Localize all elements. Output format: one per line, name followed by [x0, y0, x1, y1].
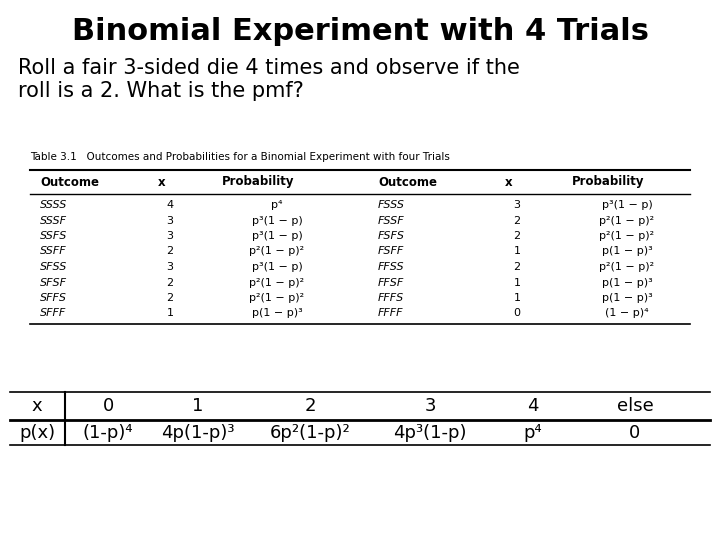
- Text: SSFF: SSFF: [40, 246, 67, 256]
- Text: 2: 2: [166, 246, 174, 256]
- Text: 0: 0: [102, 397, 114, 415]
- Text: FFFS: FFFS: [378, 293, 404, 303]
- Text: p²(1 − p)²: p²(1 − p)²: [249, 293, 305, 303]
- Text: SFSS: SFSS: [40, 262, 68, 272]
- Text: FSFF: FSFF: [378, 246, 404, 256]
- Text: 2: 2: [513, 215, 521, 226]
- Text: roll is a 2. What is the pmf?: roll is a 2. What is the pmf?: [18, 81, 304, 101]
- Text: 0: 0: [629, 423, 641, 442]
- Text: Probability: Probability: [222, 176, 294, 188]
- Text: p(1 − p)³: p(1 − p)³: [602, 293, 652, 303]
- Text: x: x: [505, 176, 513, 188]
- Text: (1-p)⁴: (1-p)⁴: [83, 423, 133, 442]
- Text: 2: 2: [513, 262, 521, 272]
- Text: 4: 4: [527, 397, 539, 415]
- Text: p⁴: p⁴: [271, 200, 283, 210]
- Text: p⁴: p⁴: [523, 423, 542, 442]
- Text: SFSF: SFSF: [40, 278, 67, 287]
- Text: p(1 − p)³: p(1 − p)³: [602, 246, 652, 256]
- Text: 1: 1: [513, 278, 521, 287]
- Text: SSFS: SSFS: [40, 231, 68, 241]
- Text: 1: 1: [513, 246, 521, 256]
- Text: 6p²(1-p)²: 6p²(1-p)²: [269, 423, 351, 442]
- Text: FSSF: FSSF: [378, 215, 405, 226]
- Text: 2: 2: [513, 231, 521, 241]
- Text: p²(1 − p)²: p²(1 − p)²: [249, 278, 305, 287]
- Text: Outcome: Outcome: [40, 176, 99, 188]
- Text: p(1 − p)³: p(1 − p)³: [602, 278, 652, 287]
- Text: 3: 3: [513, 200, 521, 210]
- Text: 2: 2: [305, 397, 316, 415]
- Text: FSFS: FSFS: [378, 231, 405, 241]
- Text: Table 3.1   Outcomes and Probabilities for a Binomial Experiment with four Trial: Table 3.1 Outcomes and Probabilities for…: [30, 152, 450, 162]
- Text: Probability: Probability: [572, 176, 644, 188]
- Text: FSSS: FSSS: [378, 200, 405, 210]
- Text: x: x: [158, 176, 166, 188]
- Text: 3: 3: [166, 231, 174, 241]
- Text: FFFF: FFFF: [378, 308, 403, 319]
- Text: 1: 1: [166, 308, 174, 319]
- Text: Binomial Experiment with 4 Trials: Binomial Experiment with 4 Trials: [71, 17, 649, 46]
- Text: 4p(1-p)³: 4p(1-p)³: [161, 423, 235, 442]
- Text: 2: 2: [166, 293, 174, 303]
- Text: p³(1 − p): p³(1 − p): [251, 262, 302, 272]
- Text: 2: 2: [166, 278, 174, 287]
- Text: SSSS: SSSS: [40, 200, 68, 210]
- Text: p²(1 − p)²: p²(1 − p)²: [600, 262, 654, 272]
- Text: SFFF: SFFF: [40, 308, 66, 319]
- Text: p(1 − p)³: p(1 − p)³: [251, 308, 302, 319]
- Text: p²(1 − p)²: p²(1 − p)²: [249, 246, 305, 256]
- Text: 3: 3: [166, 215, 174, 226]
- Text: p²(1 − p)²: p²(1 − p)²: [600, 231, 654, 241]
- Text: p(x): p(x): [19, 423, 55, 442]
- Text: else: else: [616, 397, 653, 415]
- Text: Outcome: Outcome: [378, 176, 437, 188]
- Text: Roll a fair 3-sided die 4 times and observe if the: Roll a fair 3-sided die 4 times and obse…: [18, 58, 520, 78]
- Text: p²(1 − p)²: p²(1 − p)²: [600, 215, 654, 226]
- Text: FFSF: FFSF: [378, 278, 404, 287]
- Text: (1 − p)⁴: (1 − p)⁴: [606, 308, 649, 319]
- Text: 3: 3: [424, 397, 436, 415]
- Text: 1: 1: [192, 397, 204, 415]
- Text: 3: 3: [166, 262, 174, 272]
- Text: FFSS: FFSS: [378, 262, 405, 272]
- Text: x: x: [32, 397, 42, 415]
- Text: p³(1 − p): p³(1 − p): [251, 215, 302, 226]
- Text: SSSF: SSSF: [40, 215, 67, 226]
- Text: SFFS: SFFS: [40, 293, 67, 303]
- Text: 0: 0: [513, 308, 521, 319]
- Text: 4p³(1-p): 4p³(1-p): [393, 423, 467, 442]
- Text: p³(1 − p): p³(1 − p): [251, 231, 302, 241]
- Text: 1: 1: [513, 293, 521, 303]
- Text: 4: 4: [166, 200, 174, 210]
- Text: p³(1 − p): p³(1 − p): [602, 200, 652, 210]
